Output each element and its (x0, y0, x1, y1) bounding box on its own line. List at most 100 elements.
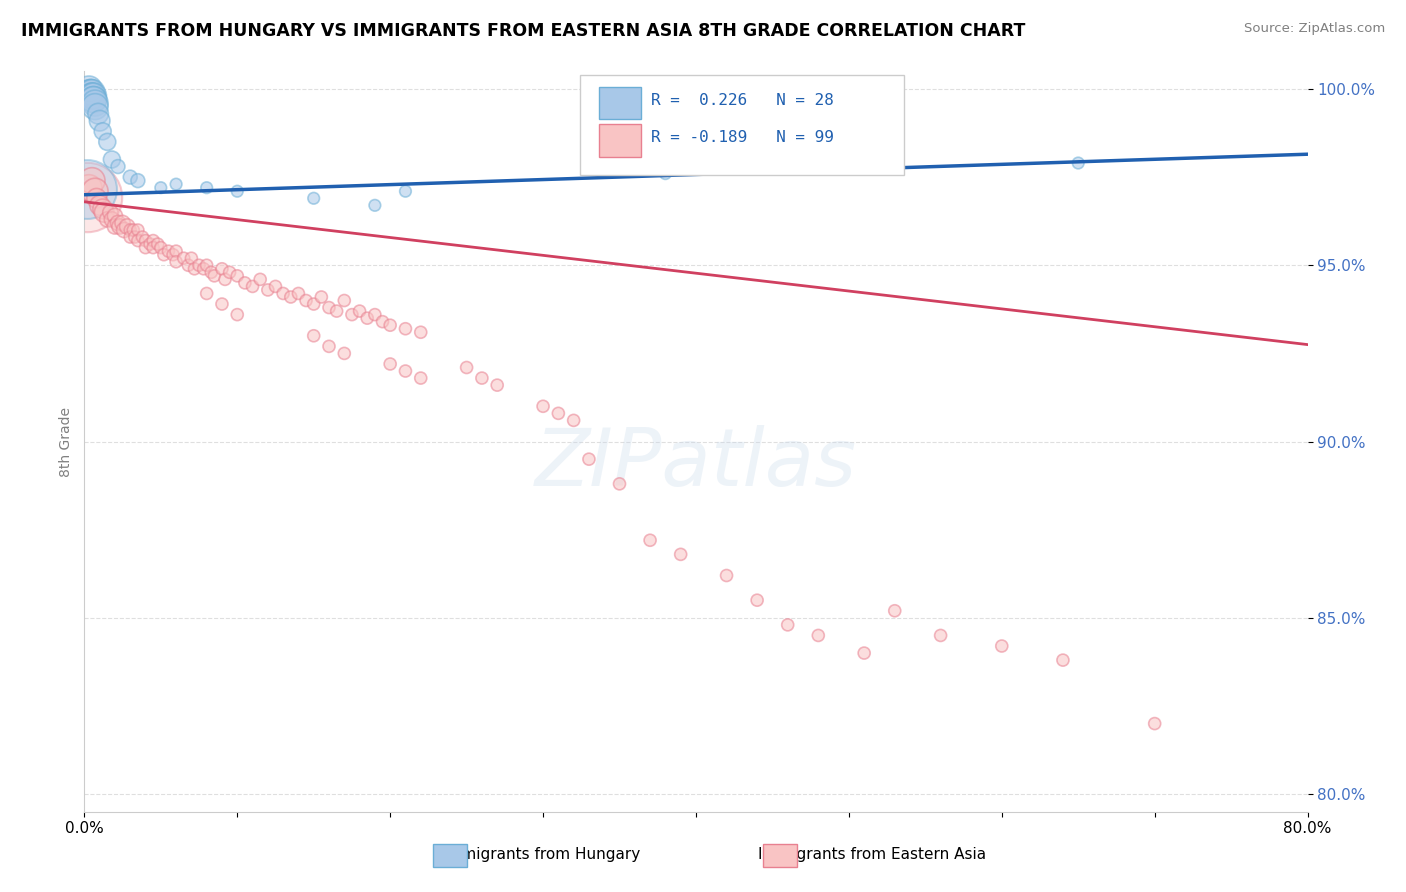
Point (195, 258, 218, 272)
Text: IMMIGRANTS FROM HUNGARY VS IMMIGRANTS FROM EASTERN ASIA 8TH GRADE CORRELATION CH: IMMIGRANTS FROM HUNGARY VS IMMIGRANTS FR… (21, 22, 1025, 40)
Point (86, 191, 108, 205)
Point (111, 216, 134, 230)
Point (153, 248, 176, 262)
Point (107, 216, 129, 230)
Point (80, 86, 103, 100)
Point (226, 268, 249, 283)
Point (80, 89, 103, 103)
Point (380, 357, 402, 371)
Point (853, 646, 876, 660)
FancyBboxPatch shape (579, 75, 904, 175)
Point (249, 272, 271, 286)
Point (211, 261, 233, 276)
Point (131, 230, 153, 244)
Point (333, 346, 356, 360)
Point (87, 106, 110, 120)
FancyBboxPatch shape (599, 124, 641, 156)
Point (302, 297, 325, 311)
Point (195, 286, 218, 301)
Point (883, 604, 905, 618)
Point (380, 318, 402, 333)
Point (456, 360, 478, 375)
Point (776, 618, 799, 632)
Point (127, 234, 149, 248)
Point (578, 452, 600, 467)
Point (409, 325, 432, 339)
Point (139, 237, 162, 252)
Point (89, 113, 111, 128)
Point (80, 89, 103, 103)
Point (124, 230, 146, 244)
Point (531, 399, 554, 413)
Point (112, 223, 135, 237)
Point (91, 124, 114, 138)
Point (349, 304, 371, 318)
Point (101, 212, 124, 227)
Point (93, 205, 115, 219)
Point (287, 286, 309, 301)
Point (107, 160, 129, 174)
Point (311, 290, 333, 304)
Point (120, 223, 142, 237)
Point (609, 476, 631, 491)
Point (562, 413, 585, 427)
FancyBboxPatch shape (599, 87, 641, 120)
Point (79, 86, 101, 100)
Point (1067, 156, 1090, 170)
Point (409, 371, 432, 385)
Point (83, 89, 105, 103)
Point (716, 568, 738, 582)
Point (127, 223, 149, 237)
Point (96, 212, 118, 227)
Point (79, 86, 101, 100)
Point (173, 251, 195, 265)
Point (202, 268, 225, 283)
Point (180, 251, 202, 265)
Point (157, 244, 180, 259)
Point (135, 241, 157, 255)
Point (76, 182, 98, 196)
Point (318, 339, 340, 353)
Point (91, 202, 114, 216)
Point (242, 279, 264, 293)
Point (84, 184, 107, 198)
Point (226, 308, 249, 322)
Text: Immigrants from Eastern Asia: Immigrants from Eastern Asia (758, 847, 986, 862)
Point (83, 93, 105, 107)
Point (371, 315, 394, 329)
Text: Source: ZipAtlas.com: Source: ZipAtlas.com (1244, 22, 1385, 36)
Point (302, 328, 325, 343)
Text: Immigrants from Hungary: Immigrants from Hungary (441, 847, 641, 862)
Point (233, 276, 256, 290)
Point (226, 184, 249, 198)
Point (218, 265, 240, 279)
Point (1143, 716, 1166, 731)
Point (394, 364, 416, 378)
Y-axis label: 8th Grade: 8th Grade (59, 407, 73, 476)
Point (638, 533, 661, 548)
Point (356, 311, 378, 326)
Point (486, 378, 509, 392)
Point (318, 301, 340, 315)
Point (471, 371, 494, 385)
Point (127, 174, 149, 188)
Point (211, 297, 233, 311)
Point (146, 237, 169, 252)
Point (149, 241, 172, 255)
Point (108, 219, 131, 234)
Point (264, 279, 287, 293)
Text: R = -0.189   N = 99: R = -0.189 N = 99 (651, 130, 834, 145)
Point (188, 258, 211, 272)
Point (84, 100, 107, 114)
Point (394, 184, 416, 198)
Point (101, 153, 124, 167)
Point (77, 180, 100, 194)
Point (991, 639, 1014, 653)
Point (104, 219, 127, 234)
Point (364, 308, 387, 322)
Point (302, 191, 325, 205)
Point (807, 628, 830, 642)
Point (142, 234, 165, 248)
Point (183, 261, 205, 276)
Point (394, 322, 416, 336)
